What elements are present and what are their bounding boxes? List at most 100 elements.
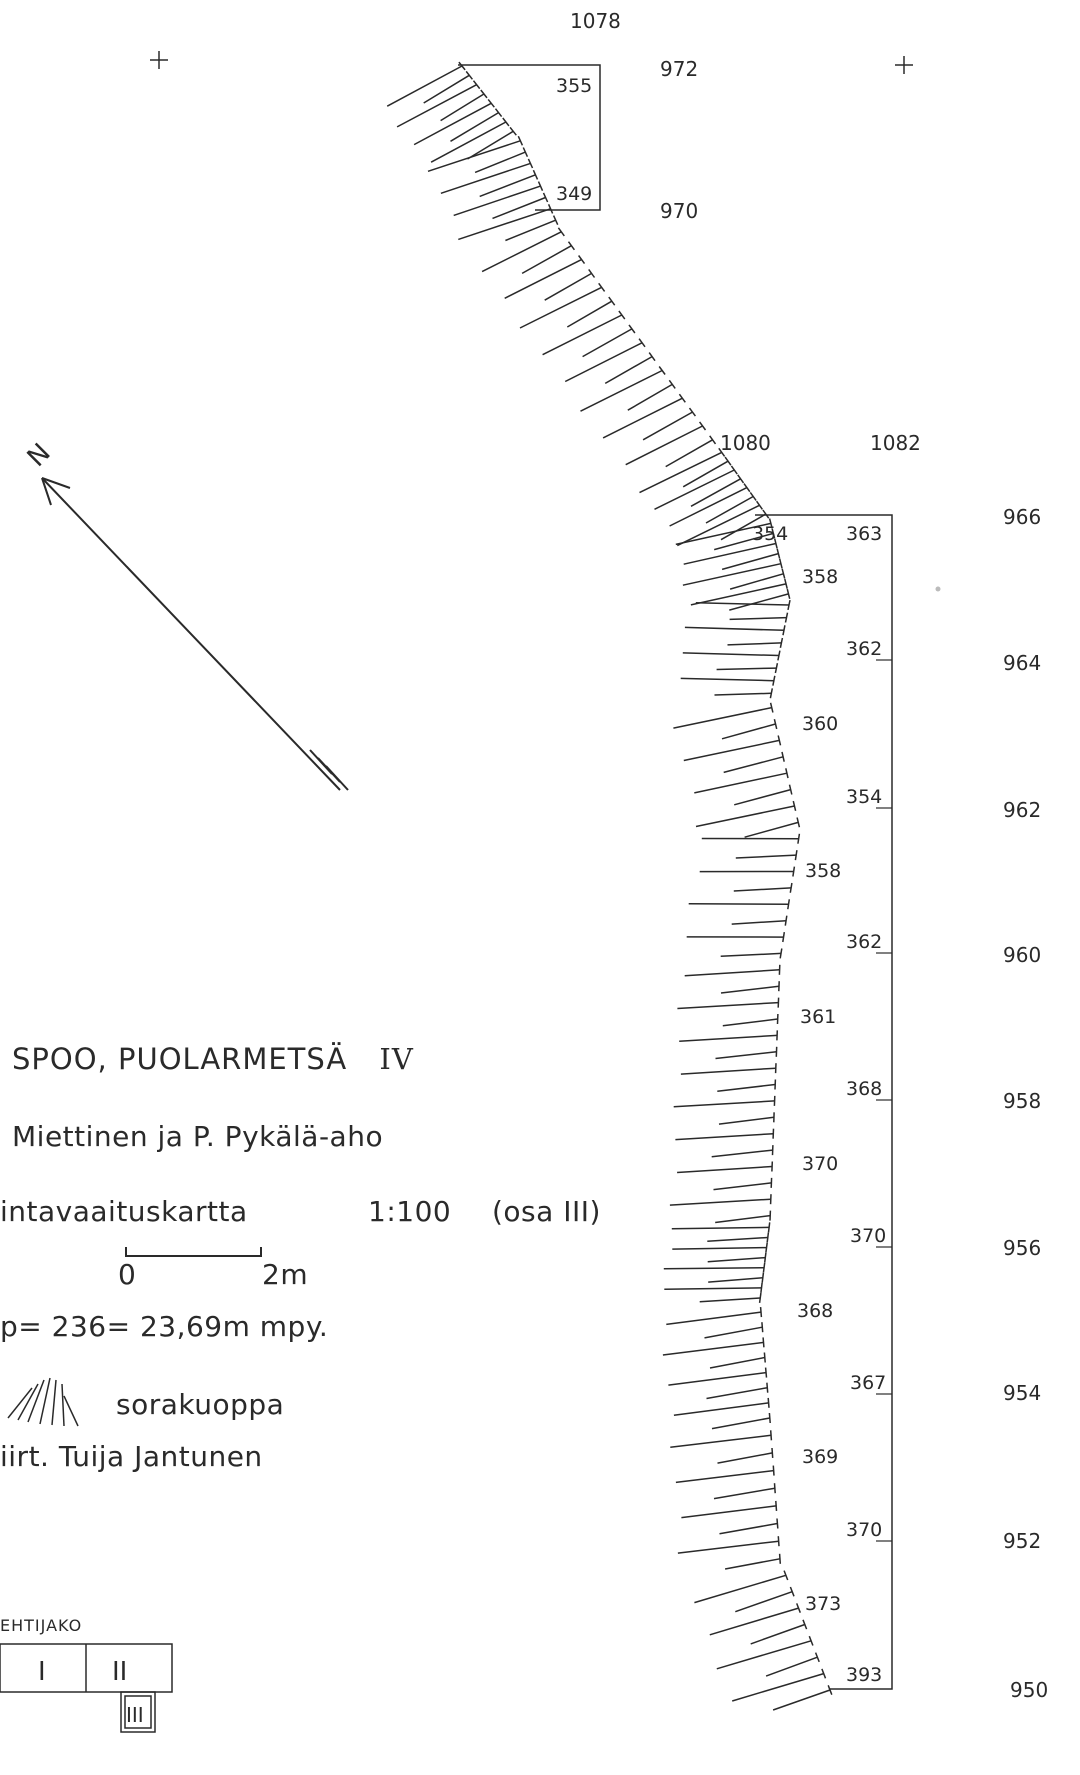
hachure-line (729, 616, 787, 621)
sheet-cell-I: I (38, 1657, 46, 1687)
hachure-tick (522, 147, 529, 158)
hachure-line (709, 1356, 765, 1369)
hachure-tick (764, 1367, 768, 1378)
hachure-tick (532, 169, 539, 180)
hachure-line (521, 245, 572, 275)
hachure-line (458, 208, 551, 241)
hachure-line (719, 1522, 778, 1535)
hachure-line (713, 1182, 772, 1191)
hachure-tick (763, 1352, 766, 1363)
hachure-line (664, 1287, 762, 1290)
hachure-tick (527, 158, 534, 169)
hachure-tick (772, 675, 776, 686)
hachure-tick (768, 1412, 771, 1424)
hachure-tick (794, 850, 798, 861)
hachure-tick (792, 866, 796, 877)
hachure-tick (781, 568, 786, 579)
hachure-line (669, 1198, 771, 1206)
hachure-line (544, 272, 592, 301)
hachure-tick (762, 1262, 766, 1273)
hachure-tick (577, 255, 586, 265)
hachure-line (694, 1574, 787, 1604)
hachure-tick (784, 578, 788, 589)
hachure-tick (785, 768, 789, 779)
hachure-tick (709, 435, 717, 445)
hachure-line (718, 1116, 774, 1125)
hachure-line (706, 1386, 768, 1400)
grid-label-x-1082: 1082 (870, 431, 921, 455)
hachure-line (690, 478, 741, 507)
hachure-tick (775, 1500, 778, 1511)
hachure-line (721, 552, 779, 571)
hachure-line (733, 887, 792, 892)
hachure-line (695, 805, 795, 828)
hachure-line (672, 1246, 767, 1250)
hachure-line (681, 1505, 777, 1519)
hachure-line (450, 111, 499, 142)
hachure-tick (761, 1322, 764, 1333)
hachure-tick (628, 324, 636, 334)
paper-speck (935, 586, 941, 592)
hachure-line (564, 342, 643, 383)
hachure-line (663, 1266, 765, 1270)
hachure-line (707, 1236, 768, 1243)
hachure-line (711, 1149, 773, 1158)
spot-height-373: 373 (805, 1593, 841, 1615)
hachure-tick (760, 1282, 763, 1293)
hachure-tick (787, 899, 791, 910)
hachure-line (688, 903, 789, 906)
hachure-tick (542, 192, 549, 203)
hachure-line (744, 821, 799, 838)
hachure-tick (776, 548, 781, 559)
spot-height-355: 355 (556, 75, 592, 97)
grid-label-y-970: 970 (660, 199, 698, 223)
spot-height-369: 369 (802, 1446, 838, 1468)
hachure-tick (776, 1518, 779, 1529)
hachure-tick (588, 268, 596, 278)
grid-label-y-956: 956 (1003, 1236, 1041, 1260)
hachure-line (662, 1341, 764, 1356)
hachure-tick (502, 117, 510, 127)
hachure-line (709, 1607, 799, 1636)
grid-label-y-952: 952 (1003, 1529, 1041, 1553)
hachure-line (673, 1100, 775, 1108)
hachure-tick (771, 528, 776, 539)
hachure-line (386, 65, 463, 107)
hachure-tick (783, 1570, 789, 1581)
grid-label-y-972: 972 (660, 57, 698, 81)
hachure-line (684, 969, 780, 977)
sheet-cell-III: III (126, 1703, 144, 1727)
hachure-line (654, 469, 735, 510)
spot-height-393: 393 (846, 1664, 882, 1686)
hachure-line (682, 562, 782, 586)
hachure-line (413, 102, 492, 146)
hachure-line (717, 1452, 773, 1464)
hachure-line (704, 1326, 763, 1339)
hachure-line (713, 1487, 776, 1500)
hachure-line (676, 504, 760, 547)
hachure-line (467, 130, 514, 160)
hachure-line (772, 1689, 831, 1711)
hachure-tick (658, 366, 666, 375)
spot-height-363: 363 (846, 523, 882, 545)
hachure-tick (789, 1586, 795, 1597)
hachure-tick (774, 663, 779, 674)
hachure-line (716, 667, 777, 671)
hachure-line (683, 739, 780, 762)
hachure-tick (782, 625, 786, 636)
hachure-line (427, 140, 521, 173)
hachure-tick (494, 108, 503, 118)
hachure-line (714, 692, 772, 696)
hachure-tick (749, 491, 757, 501)
spot-height-358-a: 358 (802, 566, 838, 588)
hachure-line (727, 642, 782, 646)
hachure-tick (781, 751, 785, 762)
hachure-line (684, 626, 784, 632)
spot-height-367: 367 (850, 1372, 886, 1394)
hachure-tick (765, 1242, 768, 1253)
hachure-tick (797, 833, 801, 844)
hachure-tick (773, 719, 778, 730)
hachure-tick (480, 89, 488, 99)
hachure-line (677, 1165, 773, 1174)
